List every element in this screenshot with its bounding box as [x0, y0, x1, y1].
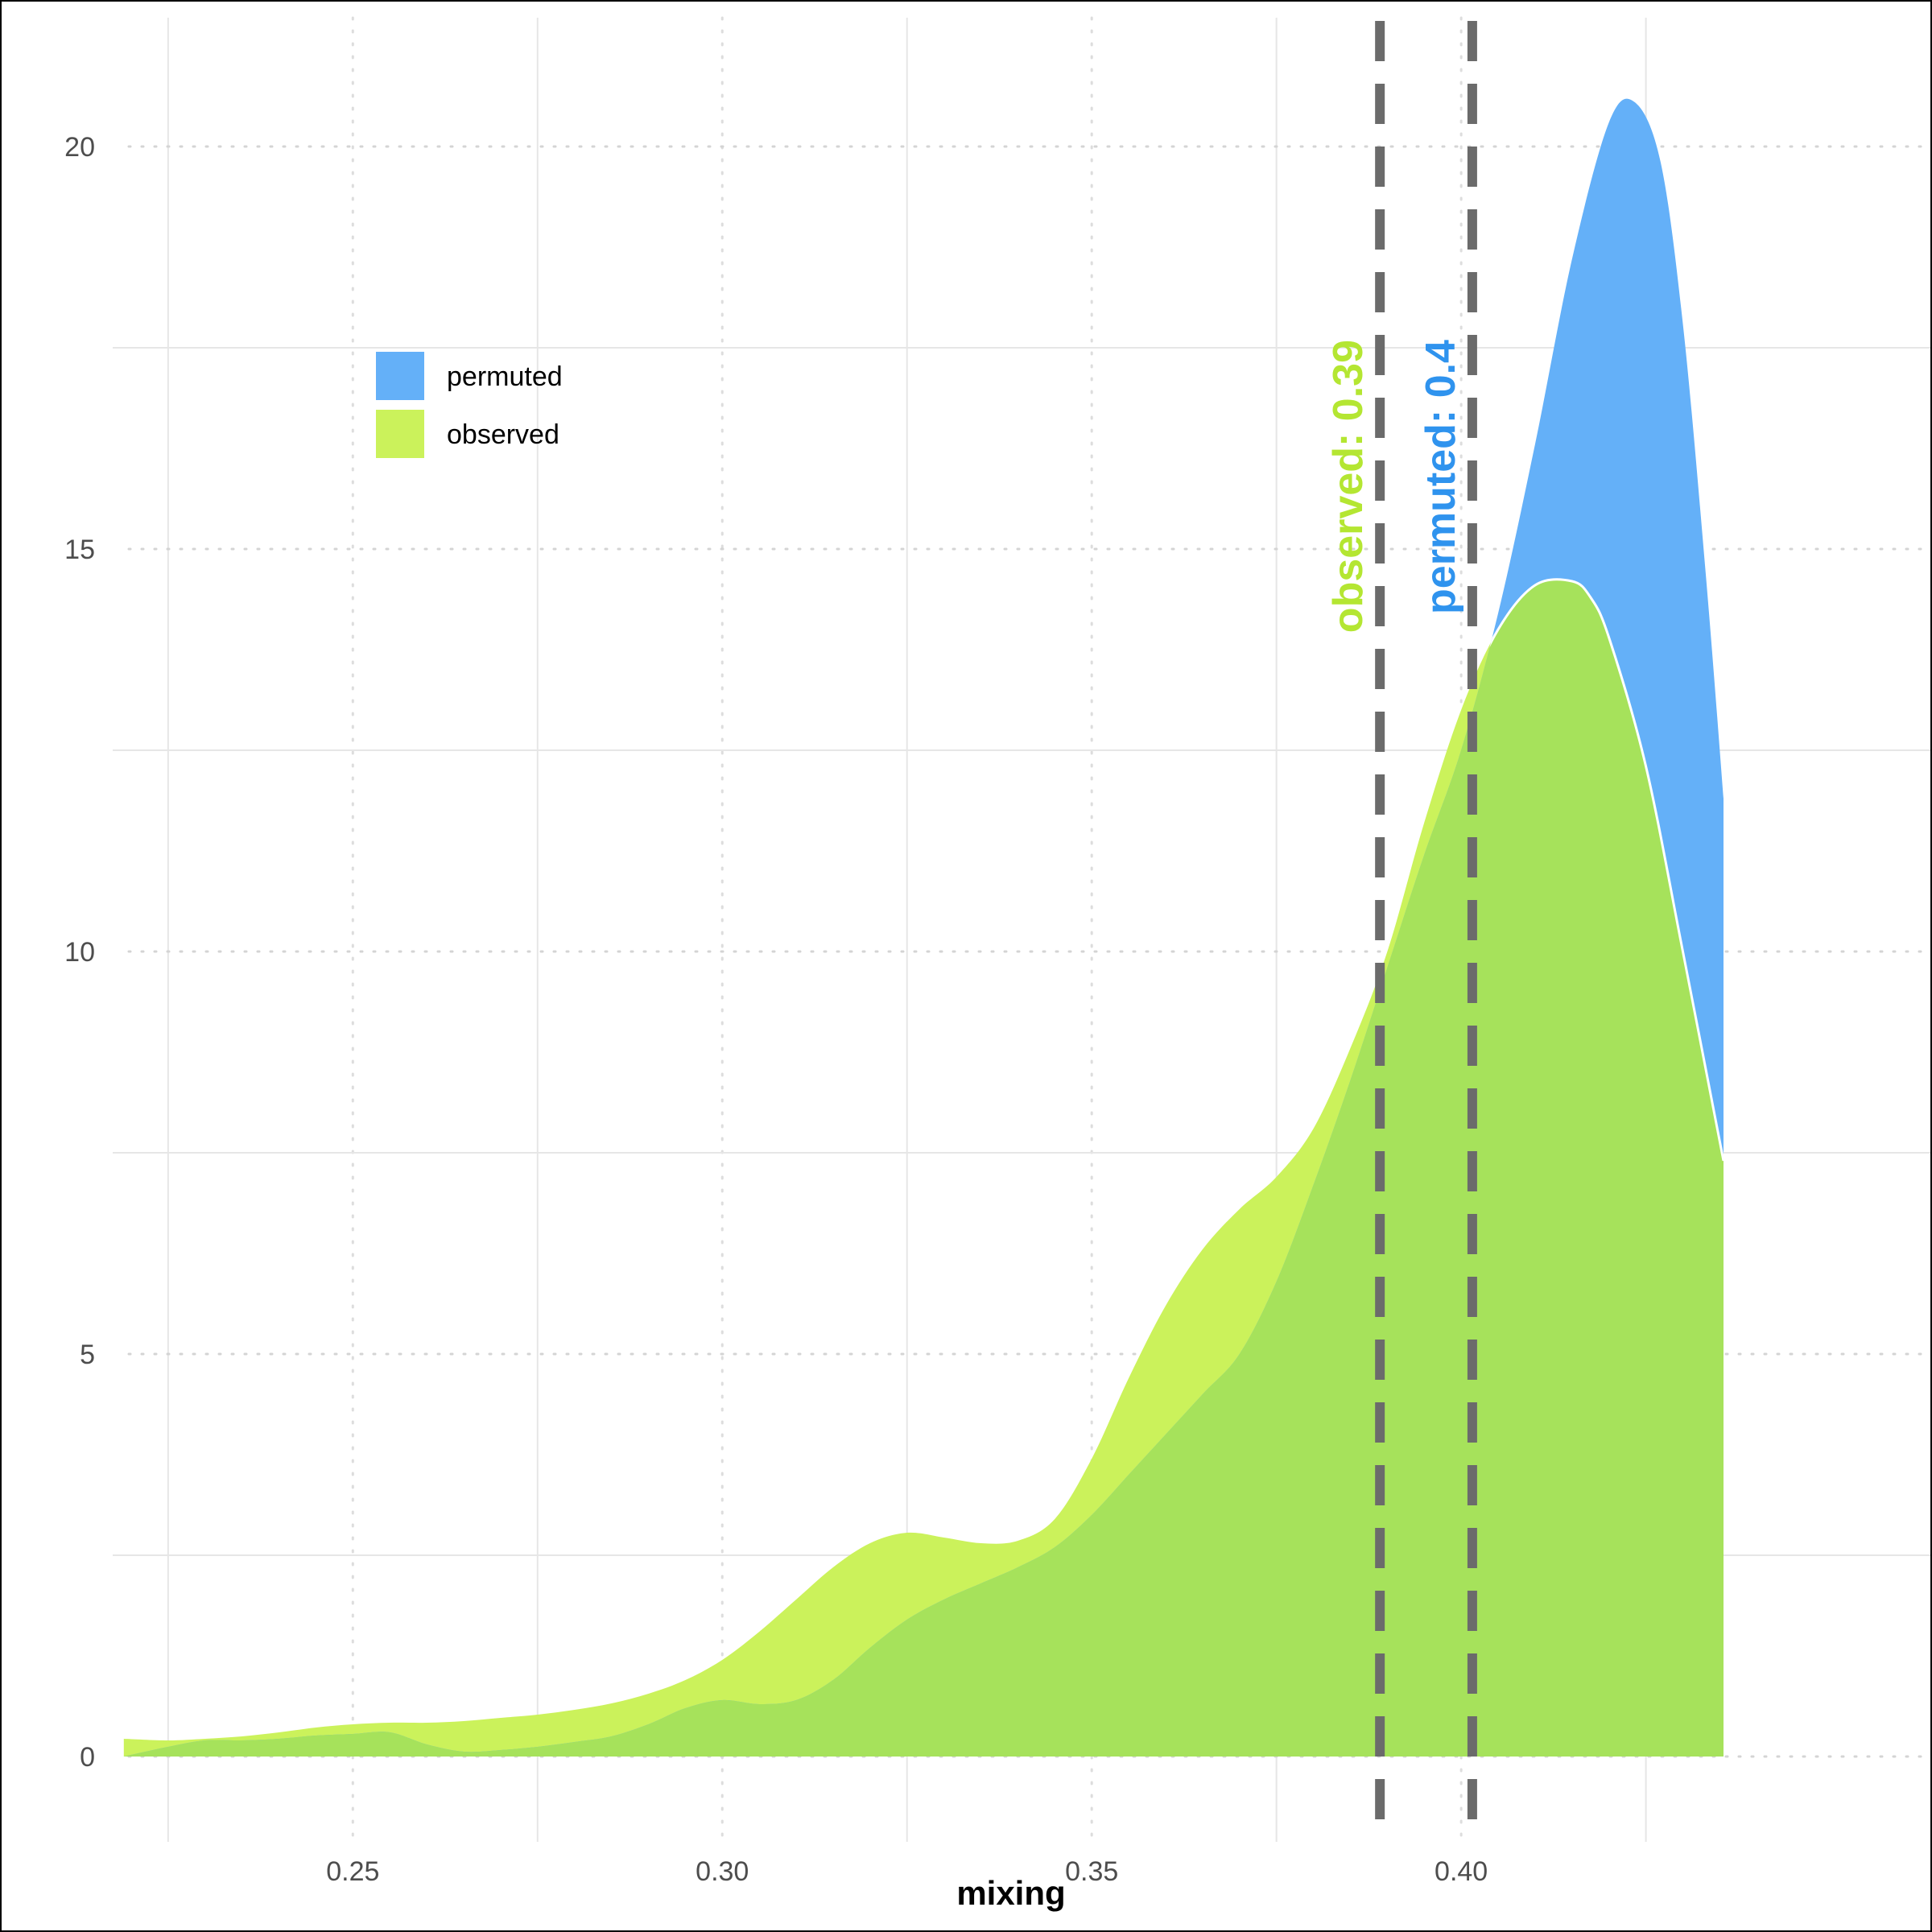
y-tick-label: 5: [80, 1340, 95, 1370]
y-tick-label: 10: [64, 937, 95, 968]
x-tick-label: 0.25: [326, 1856, 379, 1887]
y-tick-label: 0: [80, 1742, 95, 1773]
legend-key-observed: [376, 410, 424, 458]
y-tick-label: 20: [64, 132, 95, 163]
vline-label-observed: observed: 0.39: [1325, 340, 1372, 633]
y-tick-label: 15: [64, 535, 95, 565]
annotation-layer: observed: 0.39 permuted: 0.4: [1325, 340, 1464, 633]
x-axis-title: mixing: [956, 1874, 1065, 1912]
x-tick-label: 0.30: [696, 1856, 749, 1887]
legend-label-permuted: permuted: [447, 361, 563, 392]
overlap-density-area: [123, 579, 1724, 1757]
x-tick-label: 0.35: [1065, 1856, 1118, 1887]
legend: permuted observed: [376, 352, 563, 458]
axis-layer: 0.25 0.30 0.35 0.40 0 5 10 15 20: [64, 132, 1488, 1887]
legend-key-permuted: [376, 352, 424, 400]
vline-label-permuted: permuted: 0.4: [1418, 340, 1464, 614]
legend-label-observed: observed: [447, 419, 559, 450]
x-tick-label: 0.40: [1435, 1856, 1488, 1887]
vline-layer: [1375, 21, 1477, 1831]
